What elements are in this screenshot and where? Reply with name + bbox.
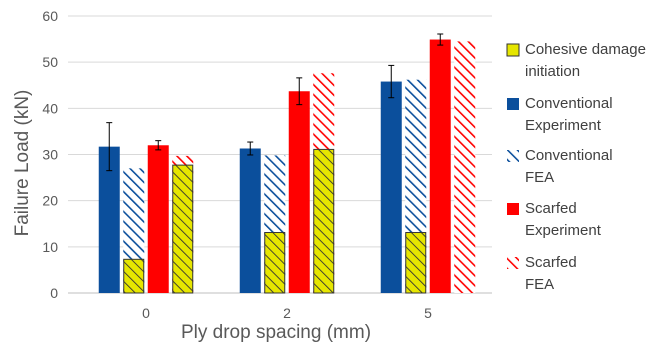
error-bar bbox=[388, 64, 395, 99]
y-tick-label: 20 bbox=[42, 193, 58, 209]
cohesive-damage-bar bbox=[264, 232, 286, 294]
legend-label: FEA bbox=[525, 276, 554, 293]
legend-label: Conventional bbox=[525, 147, 613, 164]
legend-entry: Scarfed Experiment bbox=[507, 200, 602, 239]
legend-label: Cohesive damage bbox=[525, 41, 646, 58]
legend: Cohesive damage initiation Conventional Exp… bbox=[506, 41, 646, 293]
bar-conventional-experiment bbox=[98, 146, 120, 293]
bar-conventional-experiment bbox=[380, 81, 402, 293]
cohesive-damage-bar bbox=[123, 258, 145, 294]
legend-label: Experiment bbox=[525, 117, 602, 134]
x-tick-label: 2 bbox=[283, 305, 291, 321]
legend-label: FEA bbox=[525, 169, 554, 186]
legend-label: Scarfed bbox=[525, 200, 577, 217]
legend-swatch bbox=[506, 43, 520, 57]
legend-entry: Scarfed FEA bbox=[507, 254, 577, 293]
bar-scarfed-experiment bbox=[288, 91, 310, 293]
y-axis-ticks: 0 10 20 30 40 50 60 bbox=[42, 8, 58, 301]
bars bbox=[98, 39, 476, 294]
cohesive-damage-bar bbox=[405, 232, 427, 294]
legend-label: Experiment bbox=[525, 222, 602, 239]
cohesive-damage-bar bbox=[313, 148, 335, 294]
error-bar bbox=[155, 140, 162, 151]
y-tick-label: 60 bbox=[42, 8, 58, 24]
x-tick-label: 5 bbox=[424, 305, 432, 321]
bar-scarfed-fea bbox=[454, 41, 476, 294]
y-tick-label: 0 bbox=[50, 285, 58, 301]
error-bar bbox=[296, 77, 303, 106]
y-axis-title: Failure Load (kN) bbox=[12, 90, 33, 237]
legend-swatch bbox=[507, 257, 519, 269]
error-bar bbox=[106, 122, 113, 172]
legend-entry: Conventional Experiment bbox=[507, 95, 613, 134]
x-axis-title: Ply drop spacing (mm) bbox=[181, 322, 371, 343]
legend-label: Conventional bbox=[525, 95, 613, 112]
y-tick-label: 30 bbox=[42, 147, 58, 163]
y-tick-label: 10 bbox=[42, 239, 58, 255]
legend-swatch bbox=[507, 98, 519, 110]
error-bar bbox=[437, 33, 444, 46]
legend-entry: Conventional FEA bbox=[507, 147, 613, 186]
legend-swatch bbox=[507, 203, 519, 215]
legend-label: initiation bbox=[525, 63, 580, 80]
y-tick-label: 40 bbox=[42, 100, 58, 116]
legend-swatch bbox=[507, 150, 519, 162]
error-bar bbox=[247, 141, 254, 156]
error-bars bbox=[106, 33, 444, 172]
x-tick-label: 0 bbox=[142, 305, 150, 321]
bar-conventional-experiment bbox=[239, 148, 261, 293]
cohesive-damage-bar bbox=[172, 164, 194, 294]
legend-entry: Cohesive damage initiation bbox=[506, 41, 646, 80]
bar-scarfed-experiment bbox=[147, 145, 169, 293]
legend-label: Scarfed bbox=[525, 254, 577, 271]
x-axis-ticks: 0 2 5 bbox=[142, 305, 432, 321]
y-tick-label: 50 bbox=[42, 54, 58, 70]
bar-scarfed-experiment bbox=[429, 39, 451, 293]
